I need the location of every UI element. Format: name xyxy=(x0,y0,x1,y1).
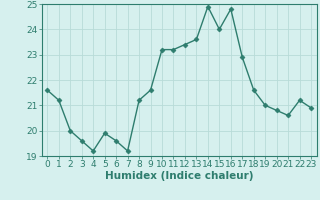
X-axis label: Humidex (Indice chaleur): Humidex (Indice chaleur) xyxy=(105,171,253,181)
